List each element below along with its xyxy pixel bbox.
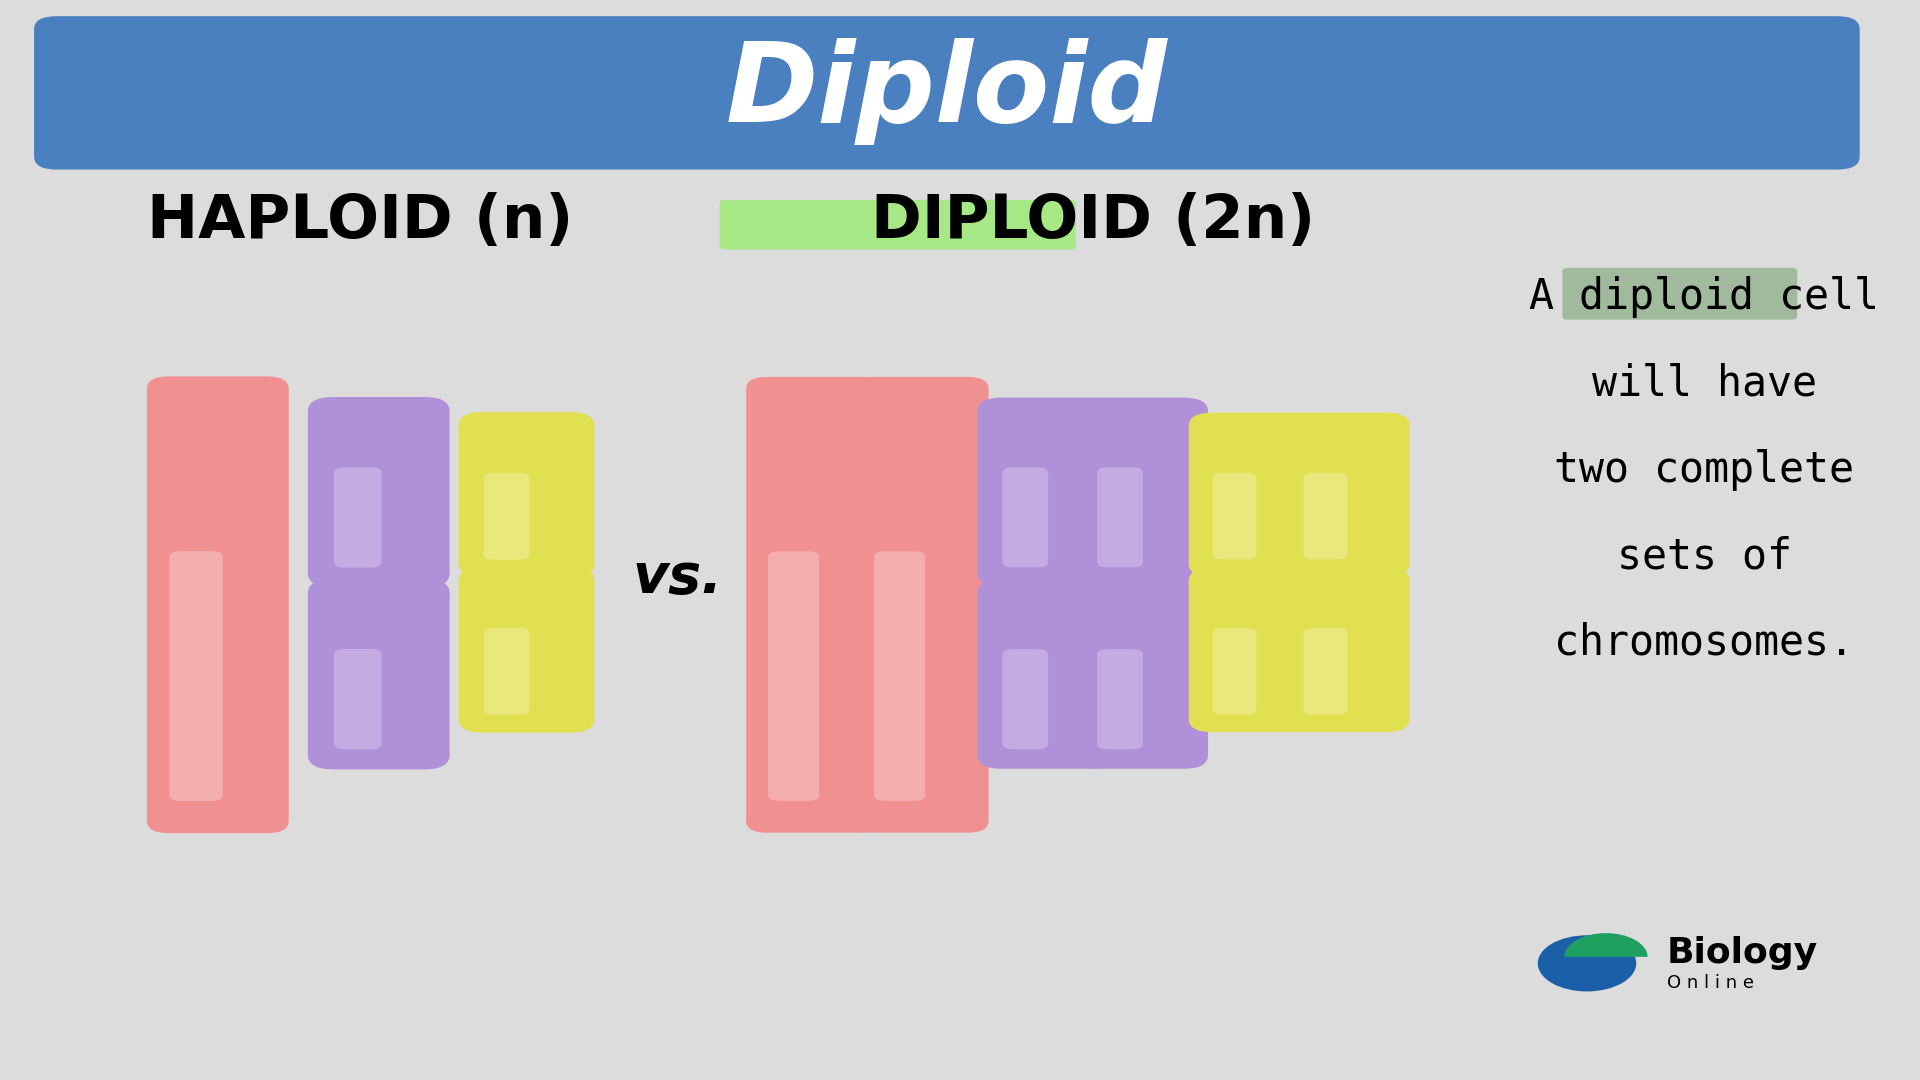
FancyBboxPatch shape	[35, 16, 1860, 170]
Text: O n l i n e: O n l i n e	[1667, 974, 1753, 991]
Circle shape	[1538, 935, 1636, 991]
FancyBboxPatch shape	[307, 579, 449, 769]
FancyBboxPatch shape	[874, 551, 925, 801]
FancyBboxPatch shape	[1213, 473, 1256, 559]
FancyBboxPatch shape	[1563, 268, 1797, 320]
FancyBboxPatch shape	[747, 377, 883, 833]
FancyBboxPatch shape	[1188, 413, 1319, 577]
FancyBboxPatch shape	[484, 473, 530, 559]
FancyBboxPatch shape	[1014, 571, 1077, 595]
FancyBboxPatch shape	[459, 413, 595, 578]
Text: two complete: two complete	[1555, 449, 1855, 490]
FancyBboxPatch shape	[1279, 568, 1409, 732]
FancyBboxPatch shape	[977, 397, 1114, 588]
Text: DIPLOID (2n): DIPLOID (2n)	[870, 192, 1315, 251]
FancyBboxPatch shape	[768, 551, 820, 801]
Text: A diploid cell: A diploid cell	[1530, 276, 1880, 318]
FancyBboxPatch shape	[1002, 649, 1048, 750]
FancyBboxPatch shape	[1096, 649, 1142, 750]
Text: chromosomes.: chromosomes.	[1555, 622, 1855, 663]
Text: Diploid: Diploid	[726, 38, 1167, 146]
FancyBboxPatch shape	[720, 200, 1075, 249]
FancyBboxPatch shape	[1304, 473, 1348, 559]
FancyBboxPatch shape	[484, 627, 530, 715]
FancyBboxPatch shape	[1304, 629, 1348, 715]
Text: sets of: sets of	[1617, 536, 1791, 577]
FancyBboxPatch shape	[334, 468, 382, 568]
FancyBboxPatch shape	[334, 649, 382, 750]
FancyBboxPatch shape	[1110, 571, 1171, 595]
FancyBboxPatch shape	[307, 397, 449, 588]
FancyBboxPatch shape	[1213, 629, 1256, 715]
FancyBboxPatch shape	[348, 571, 411, 595]
FancyBboxPatch shape	[1071, 397, 1208, 588]
FancyBboxPatch shape	[148, 377, 288, 833]
FancyBboxPatch shape	[1315, 562, 1375, 583]
FancyBboxPatch shape	[852, 377, 989, 833]
Text: vs.: vs.	[634, 551, 724, 605]
FancyBboxPatch shape	[1071, 579, 1208, 769]
FancyBboxPatch shape	[459, 567, 595, 732]
Text: HAPLOID (n): HAPLOID (n)	[146, 192, 572, 251]
FancyBboxPatch shape	[1002, 468, 1048, 567]
FancyBboxPatch shape	[977, 579, 1114, 769]
FancyBboxPatch shape	[1225, 562, 1283, 583]
Wedge shape	[1565, 933, 1647, 957]
FancyBboxPatch shape	[1096, 468, 1142, 567]
Text: Biology: Biology	[1667, 935, 1818, 970]
FancyBboxPatch shape	[1188, 568, 1319, 732]
Text: will have: will have	[1592, 363, 1816, 404]
FancyBboxPatch shape	[1279, 413, 1409, 577]
FancyBboxPatch shape	[495, 562, 557, 583]
FancyBboxPatch shape	[169, 551, 223, 801]
